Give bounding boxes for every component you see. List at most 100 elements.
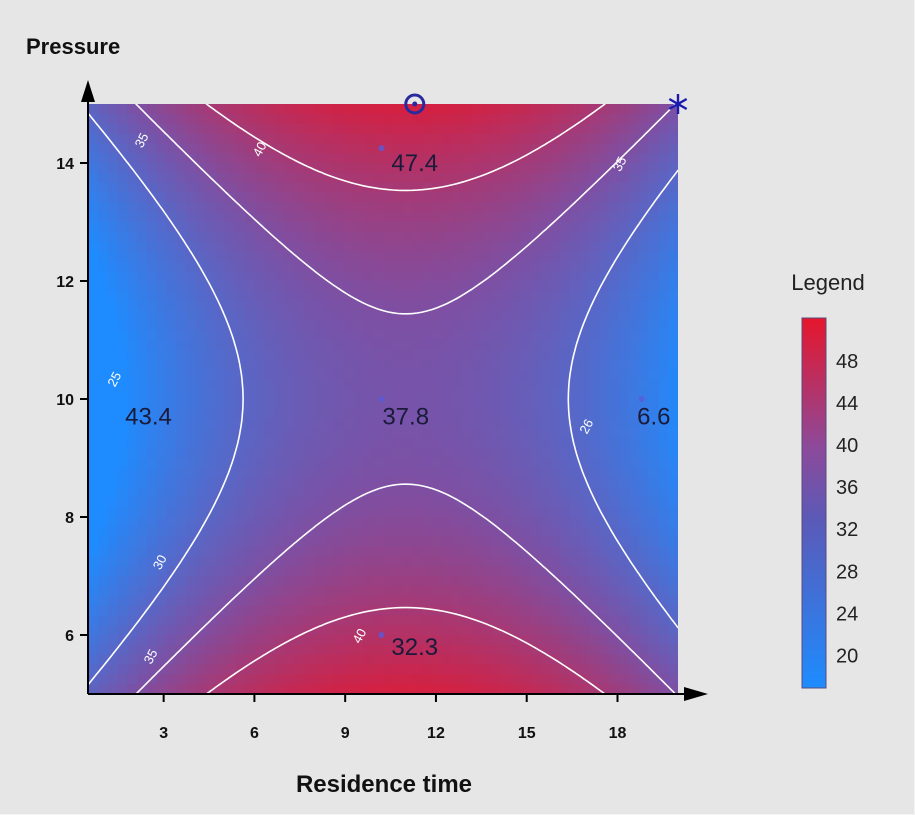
heat-cell (412, 123, 423, 135)
heat-cell (373, 487, 384, 498)
heat-cell (196, 546, 207, 557)
heat-cell (383, 684, 394, 694)
heat-cell (510, 674, 522, 685)
heat-cell (265, 163, 276, 174)
heat-cell (491, 664, 502, 675)
heat-cell (491, 467, 502, 479)
heat-cell (402, 428, 414, 439)
heat-cell (147, 281, 158, 292)
heat-cell (619, 104, 630, 115)
heat-cell (294, 517, 305, 528)
heat-cell (186, 369, 197, 380)
heat-cell (373, 408, 384, 420)
heat-cell (442, 369, 453, 380)
heat-cell (215, 281, 227, 292)
heat-cell (471, 251, 482, 262)
heat-cell (156, 143, 168, 154)
heat-cell (658, 320, 669, 331)
heat-cell (481, 595, 492, 607)
heat-cell (569, 349, 581, 361)
heat-cell (206, 674, 217, 685)
heat-cell (324, 477, 335, 489)
heat-cell (461, 271, 473, 282)
value-annotation: 47.4 (391, 150, 438, 177)
heat-cell (265, 654, 276, 666)
heat-cell (206, 133, 217, 144)
heat-cell (215, 526, 227, 538)
heat-cell (569, 222, 581, 233)
heat-cell (550, 104, 561, 115)
contour-label: 26 (576, 416, 596, 436)
heat-cell (412, 448, 423, 459)
heat-cell (442, 222, 453, 233)
heat-cell (363, 359, 374, 371)
heat-cell (619, 635, 630, 646)
heat-cell (176, 241, 187, 253)
heat-cell (383, 674, 394, 685)
heat-cell (156, 625, 168, 636)
heat-cell (137, 172, 148, 184)
heat-cell (560, 536, 571, 548)
heat-cell (176, 615, 187, 626)
heat-cell (520, 310, 532, 321)
heat-cell (196, 310, 207, 321)
heat-cell (206, 595, 217, 607)
heat-cell (628, 418, 640, 430)
heat-cell (422, 546, 433, 557)
heat-cell (442, 674, 453, 685)
heat-cell (402, 546, 414, 557)
heat-cell (117, 418, 128, 430)
heat-cell (510, 625, 522, 636)
heat-cell (432, 281, 443, 292)
heat-cell (137, 428, 148, 439)
heat-cell (166, 497, 178, 508)
heat-cell (343, 477, 355, 489)
heat-cell (599, 261, 610, 272)
heat-cell (235, 595, 246, 607)
heat-cell (432, 546, 443, 557)
heat-cell (166, 163, 178, 174)
heat-cell (530, 172, 541, 184)
heat-cell (461, 526, 473, 538)
heat-cell (520, 418, 532, 430)
heat-cell (589, 458, 600, 469)
heat-cell (501, 389, 512, 400)
heat-cell (442, 487, 453, 498)
heat-cell (137, 644, 148, 656)
heat-cell (88, 615, 99, 626)
heat-cell (668, 517, 678, 528)
heat-cell (520, 251, 532, 262)
heat-cell (501, 271, 512, 282)
heat-cell (550, 507, 561, 518)
heat-cell (196, 526, 207, 538)
heat-cell (392, 458, 404, 469)
heat-cell (589, 123, 600, 135)
heat-cell (274, 684, 286, 694)
heat-cell (569, 163, 581, 174)
heat-cell (333, 389, 345, 400)
heat-cell (215, 585, 227, 597)
heat-cell (225, 241, 237, 253)
heat-cell (383, 330, 394, 341)
heat-cell (186, 320, 197, 331)
heat-cell (658, 143, 669, 154)
heat-cell (324, 507, 335, 518)
heat-cell (225, 389, 237, 400)
heat-cell (392, 222, 404, 233)
heat-cell (648, 477, 659, 489)
heat-cell (550, 231, 561, 243)
heat-cell (225, 556, 237, 567)
heat-cell (274, 202, 286, 213)
heat-cell (363, 644, 374, 656)
heat-cell (235, 340, 246, 351)
heat-cell (501, 644, 512, 656)
contour-label: 25 (104, 369, 124, 389)
heat-cell (471, 585, 482, 597)
heat-cell (540, 536, 551, 548)
heat-cell (658, 507, 669, 518)
heat-cell (422, 300, 433, 312)
heat-cell (648, 320, 659, 331)
heat-cell (638, 222, 650, 233)
